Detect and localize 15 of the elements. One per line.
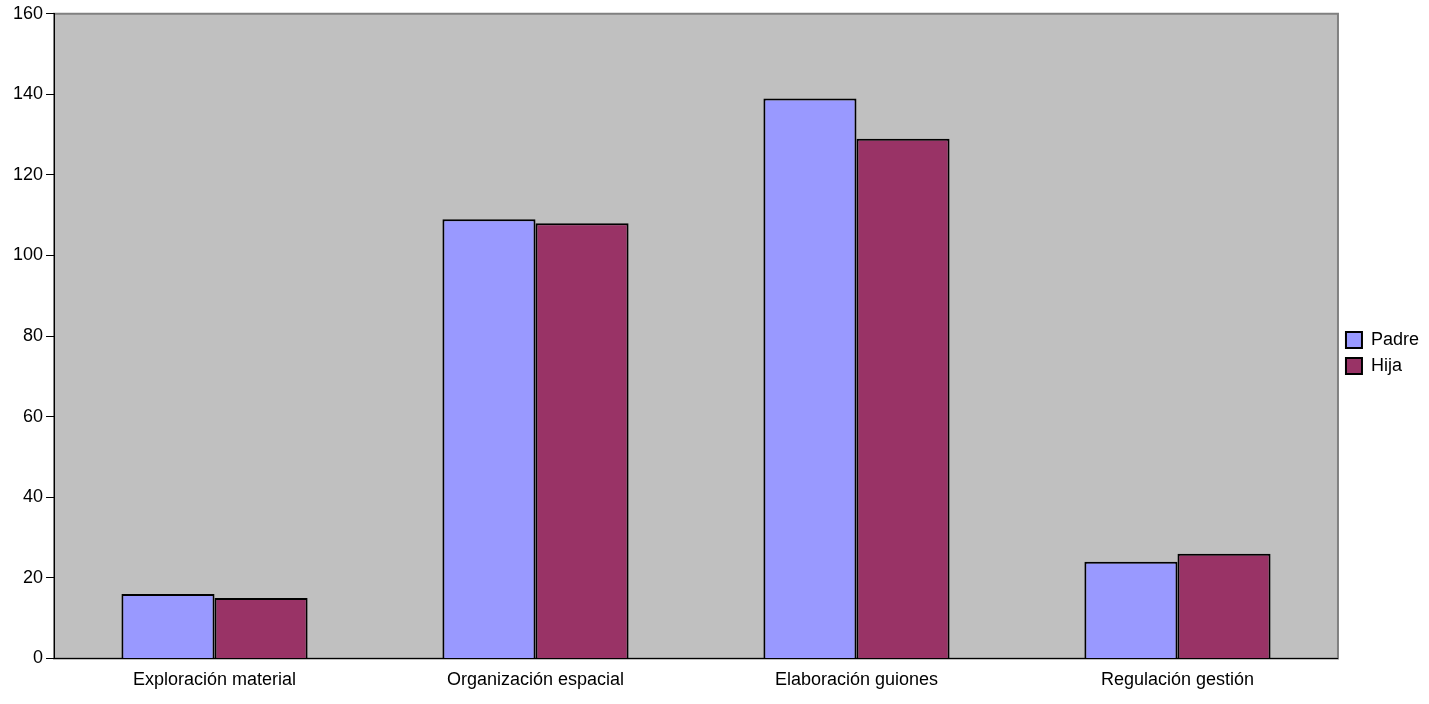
y-tick-label: 100 bbox=[12, 244, 44, 265]
x-tick-label: Exploración material bbox=[132, 669, 297, 690]
x-tick-label: Elaboración guiones bbox=[774, 669, 939, 690]
legend-label: Padre bbox=[1370, 328, 1420, 349]
y-tick-label: 80 bbox=[23, 325, 44, 346]
y-tick-label: 120 bbox=[12, 163, 44, 184]
x-tick-label: Organización espacial bbox=[446, 669, 625, 690]
y-tick-label: 60 bbox=[23, 405, 44, 426]
y-tick-label: 0 bbox=[33, 647, 44, 668]
y-tick-label: 40 bbox=[23, 486, 44, 507]
y-tick-label: 20 bbox=[23, 566, 44, 587]
legend-label: Hija bbox=[1370, 354, 1403, 375]
y-tick-label: 160 bbox=[12, 2, 44, 23]
x-tick-label: Regulación gestión bbox=[1100, 669, 1255, 690]
y-tick-label: 140 bbox=[12, 83, 44, 104]
